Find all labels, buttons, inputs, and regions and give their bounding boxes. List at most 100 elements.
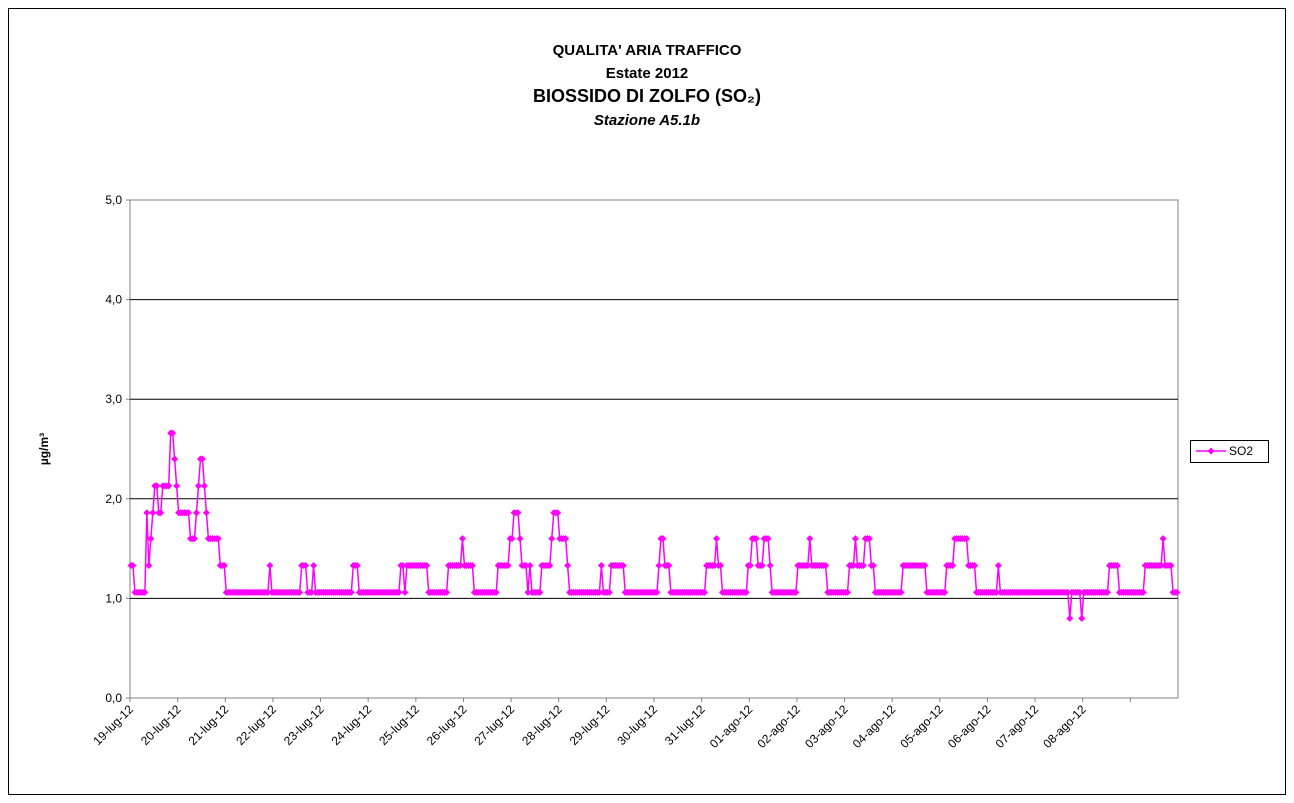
data-point bbox=[949, 562, 957, 570]
data-point bbox=[149, 509, 157, 517]
data-point bbox=[792, 588, 800, 596]
data-point bbox=[173, 482, 181, 490]
data-point bbox=[220, 562, 228, 570]
data-point bbox=[145, 562, 153, 570]
data-point bbox=[595, 588, 603, 596]
data-point bbox=[198, 455, 206, 463]
data-point bbox=[1078, 614, 1086, 622]
data-point bbox=[524, 588, 532, 596]
data-point bbox=[468, 562, 476, 570]
y-tick-label: 0,0 bbox=[105, 691, 122, 705]
y-tick-label: 3,0 bbox=[105, 392, 122, 406]
data-point bbox=[994, 562, 1002, 570]
data-point bbox=[992, 588, 1000, 596]
data-point bbox=[1113, 562, 1121, 570]
y-axis-label: µg/m³ bbox=[37, 433, 51, 465]
pollutant-title: BIOSSIDO DI ZOLFO (SO₂) bbox=[533, 86, 761, 106]
y-tick-label: 2,0 bbox=[105, 492, 122, 506]
data-point bbox=[423, 562, 431, 570]
data-point bbox=[742, 588, 750, 596]
chart-title: QUALITA' ARIA TRAFFICO bbox=[553, 42, 742, 59]
data-point bbox=[514, 509, 522, 517]
data-point bbox=[310, 562, 318, 570]
data-point bbox=[713, 535, 721, 543]
data-point bbox=[564, 562, 572, 570]
data-point bbox=[191, 535, 199, 543]
data-point bbox=[296, 588, 304, 596]
data-point bbox=[711, 562, 719, 570]
data-point bbox=[562, 535, 570, 543]
y-tick-label: 4,0 bbox=[105, 293, 122, 307]
data-point bbox=[554, 509, 562, 517]
data-point bbox=[752, 535, 760, 543]
data-point bbox=[522, 562, 530, 570]
data-point bbox=[716, 562, 724, 570]
data-point bbox=[849, 562, 857, 570]
data-point bbox=[516, 535, 524, 543]
data-point bbox=[143, 509, 151, 517]
data-point bbox=[653, 588, 661, 596]
data-point bbox=[659, 535, 667, 543]
data-point bbox=[214, 535, 222, 543]
data-point bbox=[605, 588, 613, 596]
data-point bbox=[766, 562, 774, 570]
data-point bbox=[619, 562, 627, 570]
data-point bbox=[395, 588, 403, 596]
data-point bbox=[1157, 562, 1165, 570]
data-point bbox=[147, 535, 155, 543]
data-point bbox=[264, 588, 272, 596]
data-point bbox=[865, 535, 873, 543]
data-point bbox=[665, 562, 673, 570]
y-tick-label: 5,0 bbox=[105, 193, 122, 207]
chart-subtitle: Estate 2012 bbox=[606, 65, 689, 82]
data-point bbox=[194, 482, 202, 490]
legend-label: SO2 bbox=[1229, 444, 1253, 458]
data-point bbox=[1104, 588, 1112, 596]
data-point bbox=[536, 588, 544, 596]
data-point bbox=[1139, 588, 1147, 596]
data-point bbox=[200, 482, 208, 490]
data-point bbox=[822, 562, 830, 570]
data-point bbox=[458, 535, 466, 543]
data-point bbox=[804, 562, 812, 570]
data-point bbox=[308, 588, 316, 596]
data-point bbox=[169, 429, 177, 437]
data-point bbox=[492, 588, 500, 596]
chart-border bbox=[8, 8, 1286, 795]
data-point bbox=[302, 562, 310, 570]
data-point bbox=[1076, 588, 1084, 596]
data-point bbox=[353, 562, 361, 570]
data-point bbox=[266, 562, 274, 570]
data-point bbox=[1064, 588, 1072, 596]
data-point bbox=[508, 535, 516, 543]
data-point bbox=[869, 562, 877, 570]
data-point bbox=[851, 535, 859, 543]
data-point bbox=[192, 509, 200, 517]
data-point bbox=[921, 562, 929, 570]
data-point bbox=[859, 562, 867, 570]
data-point bbox=[844, 588, 852, 596]
y-tick-label: 1,0 bbox=[105, 591, 122, 605]
data-point bbox=[202, 509, 210, 517]
data-point bbox=[171, 455, 179, 463]
data-point bbox=[526, 562, 534, 570]
data-point bbox=[963, 535, 971, 543]
data-point bbox=[971, 562, 979, 570]
data-point bbox=[456, 562, 464, 570]
data-point bbox=[401, 588, 409, 596]
data-point bbox=[1173, 588, 1181, 596]
data-point bbox=[548, 535, 556, 543]
station-title: Stazione A5.1b bbox=[594, 112, 700, 129]
data-point bbox=[897, 588, 905, 596]
data-point bbox=[153, 482, 161, 490]
legend-marker bbox=[1207, 447, 1215, 455]
data-point bbox=[701, 588, 709, 596]
data-point bbox=[1066, 614, 1074, 622]
data-point bbox=[597, 562, 605, 570]
data-point bbox=[347, 588, 355, 596]
data-point bbox=[941, 588, 949, 596]
data-point bbox=[185, 509, 193, 517]
data-point bbox=[504, 562, 512, 570]
data-point bbox=[1167, 562, 1175, 570]
data-point bbox=[129, 562, 137, 570]
